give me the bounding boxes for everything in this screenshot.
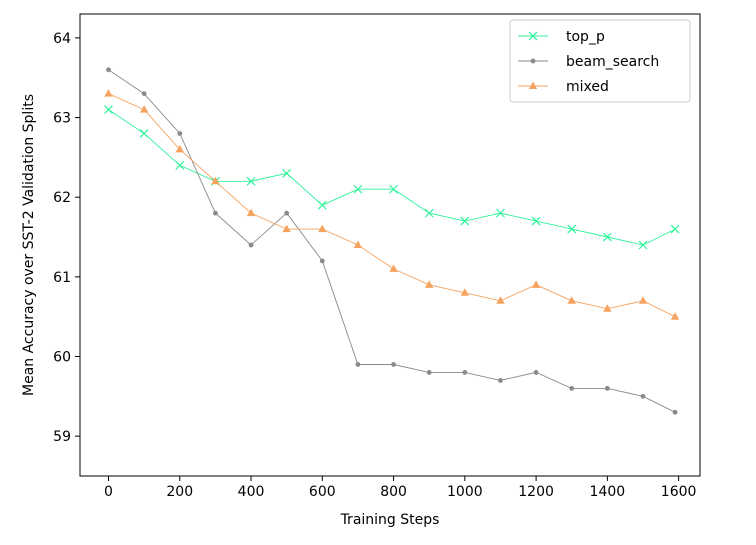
legend-item-top_p: top_p (518, 29, 605, 45)
data-point-top_p-10 (460, 216, 470, 226)
data-point-top_p-14 (602, 232, 612, 242)
y-axis-ticks: 59 60 61 62 63 64 (53, 31, 80, 445)
data-point-beam_search-4 (248, 242, 254, 248)
data-point-top_p-9 (424, 208, 434, 218)
data-point-mixed-6 (318, 224, 327, 233)
y-tick-label: 64 (53, 31, 71, 47)
y-tick-label: 62 (53, 190, 71, 206)
data-point-mixed-14 (603, 304, 612, 312)
x-tick-label: 600 (309, 484, 336, 500)
data-point-beam_search-7 (355, 362, 361, 367)
data-point-beam_search-3 (213, 210, 218, 216)
data-point-top_p-15 (638, 240, 648, 250)
data-point-mixed-10 (460, 288, 470, 296)
series-beam_search (106, 67, 678, 415)
data-point-beam_search-12 (533, 370, 539, 375)
data-point-top_p-13 (567, 224, 577, 234)
series-mixed (104, 89, 680, 320)
data-point-top_p-6 (317, 200, 327, 210)
data-point-mixed-4 (246, 208, 256, 217)
data-point-mixed-0 (104, 89, 113, 97)
data-point-beam_search-5 (284, 210, 290, 216)
x-axis-label: Training Steps (340, 512, 440, 528)
legend-item-beam_search: beam_search (518, 54, 659, 70)
data-point-mixed-12 (531, 280, 541, 288)
legend-swatch-marker (530, 58, 536, 64)
data-point-top_p-1 (139, 129, 149, 138)
x-tick-label: 800 (380, 484, 407, 500)
legend-box (509, 19, 691, 103)
data-point-beam_search-0 (106, 67, 111, 73)
y-axis-label: Mean Accuracy over SST-2 Validation Spli… (21, 94, 37, 396)
data-point-top_p-5 (282, 168, 292, 178)
x-tick-label: 0 (104, 484, 113, 500)
data-point-beam_search-13 (569, 385, 575, 391)
data-point-mixed-5 (282, 224, 291, 233)
data-point-beam_search-14 (604, 385, 610, 391)
data-point-mixed-3 (211, 176, 220, 185)
legend-swatch-marker (528, 31, 538, 41)
x-tick-label: 400 (238, 484, 265, 500)
y-tick-label: 60 (53, 350, 71, 366)
data-point-beam_search-15 (640, 393, 646, 399)
series-layer (104, 67, 680, 415)
data-point-top_p-16 (670, 224, 680, 234)
data-point-top_p-8 (389, 184, 398, 194)
legend-label: mixed (566, 79, 609, 95)
data-point-top_p-2 (175, 160, 185, 170)
data-point-mixed-7 (353, 240, 363, 248)
data-point-top_p-0 (104, 105, 113, 115)
data-point-beam_search-16 (672, 409, 678, 415)
data-point-mixed-9 (424, 280, 434, 288)
y-tick-label: 59 (53, 429, 71, 445)
legend-swatch-marker (528, 81, 538, 89)
data-point-beam_search-9 (426, 370, 432, 375)
data-point-beam_search-11 (498, 378, 503, 383)
data-point-top_p-12 (531, 216, 541, 226)
x-axis-ticks: 0 200 400 600 800 1000 1200 1400 1600 (104, 476, 696, 500)
data-point-beam_search-10 (462, 370, 468, 375)
data-point-top_p-11 (496, 208, 505, 218)
data-point-top_p-7 (353, 184, 363, 194)
data-point-mixed-13 (567, 296, 576, 304)
data-point-beam_search-8 (391, 362, 396, 367)
legend-label: top_p (566, 29, 605, 45)
data-point-mixed-1 (139, 105, 149, 113)
data-point-top_p-4 (246, 176, 256, 186)
data-point-mixed-15 (638, 296, 648, 304)
legend-label: beam_search (566, 54, 659, 70)
y-tick-label: 61 (53, 270, 71, 286)
data-point-mixed-8 (389, 264, 398, 272)
x-tick-label: 1000 (447, 484, 483, 500)
data-point-beam_search-2 (177, 131, 183, 136)
x-tick-label: 200 (166, 484, 193, 500)
data-point-beam_search-1 (141, 91, 147, 97)
x-tick-label: 1200 (518, 484, 554, 500)
data-point-mixed-16 (670, 312, 680, 320)
x-tick-label: 1400 (590, 484, 626, 500)
data-point-mixed-11 (496, 296, 505, 304)
legend-item-mixed: mixed (518, 79, 609, 95)
y-tick-label: 63 (53, 111, 71, 127)
data-point-beam_search-6 (319, 258, 325, 264)
data-point-mixed-2 (175, 144, 184, 153)
x-tick-label: 1600 (661, 484, 697, 500)
